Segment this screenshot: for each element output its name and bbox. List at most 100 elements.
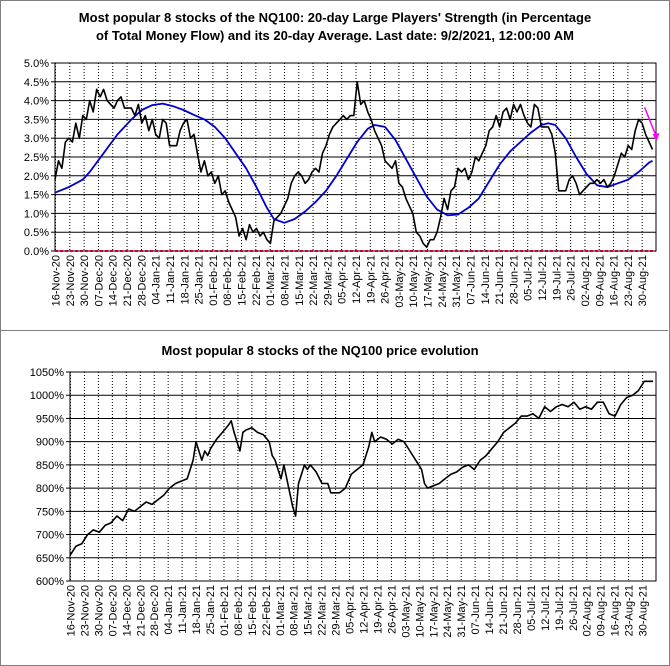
- bottom-x-tick-label: 03-May-21: [400, 585, 412, 638]
- bottom-x-tick-label: 12-Jul-21: [540, 585, 552, 631]
- top-x-tick-label: 21-Dec-20: [122, 255, 134, 306]
- top-x-tick-label: 01-Feb-21: [208, 255, 220, 306]
- top-x-tick-label: 19-Apr-21: [365, 255, 377, 304]
- top-x-tick-label: 16-Aug-21: [609, 255, 621, 306]
- bottom-x-tick-label: 07-Dec-20: [107, 585, 119, 636]
- bottom-x-tick-label: 21-Dec-20: [135, 585, 147, 636]
- top-x-tick-label: 23-Aug-21: [623, 255, 635, 306]
- top-x-tick-label: 08-Feb-21: [222, 255, 234, 306]
- bottom-x-tick-label: 15-Feb-21: [247, 585, 259, 636]
- top-x-tick-label: 05-Apr-21: [337, 255, 349, 304]
- top-x-tick-label: 15-Feb-21: [237, 255, 249, 306]
- top-x-tick-label: 09-Aug-21: [594, 255, 606, 306]
- bottom-y-tick-label: 700%: [36, 530, 64, 542]
- top-y-tick-label: 2.0%: [24, 171, 49, 183]
- bottom-x-tick-label: 11-Jan-21: [177, 585, 189, 634]
- bottom-x-tick-label: 28-Dec-20: [149, 585, 161, 636]
- bottom-x-tick-label: 17-May-21: [428, 585, 440, 638]
- top-y-tick-label: 0.0%: [24, 246, 49, 258]
- bottom-y-tick-label: 850%: [36, 460, 64, 472]
- strength-average-line: [54, 102, 653, 224]
- trend-arrow-shaft: [643, 107, 658, 138]
- bottom-x-tick-label: 15-Mar-21: [303, 585, 315, 636]
- bottom-x-tick-label: 25-Jan-21: [205, 585, 217, 635]
- top-x-tick-label: 24-May-21: [437, 255, 449, 308]
- bottom-x-tick-label: 01-Mar-21: [275, 585, 287, 636]
- top-x-tick-label: 29-Mar-21: [322, 255, 334, 306]
- top-y-tick-label: 4.5%: [24, 77, 49, 89]
- top-chart-strength: 16-Nov-20 23-Nov-20 30-Nov-20 07-Dec-20 14-D…: [24, 58, 660, 308]
- bottom-x-tick-label: 04-Jan-21: [163, 585, 175, 635]
- bottom-y-tick-label: 1050%: [30, 367, 64, 379]
- top-x-tick-label: 01-Mar-21: [265, 255, 277, 306]
- bottom-x-tick-label: 08-Mar-21: [289, 585, 301, 636]
- top-chart-title-line1: Most popular 8 stocks of the NQ100: 20-d…: [79, 10, 591, 25]
- top-x-tick-label: 07-Jun-21: [465, 255, 477, 305]
- top-y-tick-label: 3.5%: [24, 114, 49, 126]
- bottom-x-tick-label: 30-Aug-21: [638, 585, 650, 636]
- bottom-x-tick-label: 30-Nov-20: [93, 585, 105, 636]
- bottom-x-tick-label: 16-Nov-20: [66, 585, 78, 636]
- top-x-tick-label: 03-May-21: [394, 255, 406, 308]
- top-x-tick-label: 19-Jul-21: [551, 255, 563, 301]
- bottom-x-tick-label: 08-Feb-21: [233, 585, 245, 636]
- bottom-y-tick-label: 800%: [36, 483, 64, 495]
- top-x-tick-label: 30-Aug-21: [637, 255, 649, 306]
- top-x-tick-label: 12-Apr-21: [351, 255, 363, 304]
- top-x-tick-label: 14-Dec-20: [108, 255, 120, 306]
- top-x-tick-label: 02-Aug-21: [580, 255, 592, 306]
- bottom-x-tick-label: 28-Jun-21: [512, 585, 524, 635]
- bottom-x-tick-label: 26-Apr-21: [386, 585, 398, 634]
- bottom-y-tick-label: 900%: [36, 437, 64, 449]
- top-x-tick-label: 23-Nov-20: [65, 255, 77, 306]
- bottom-x-tick-label: 05-Jul-21: [526, 585, 538, 631]
- top-x-tick-label: 17-May-21: [423, 255, 435, 308]
- bottom-x-tick-label: 14-Dec-20: [121, 585, 133, 636]
- panel-divider: [0, 330, 668, 331]
- trend-arrow-head: [652, 133, 660, 142]
- price-line: [69, 380, 654, 556]
- top-y-tick-label: 1.0%: [24, 208, 49, 220]
- top-chart-title-line2: of Total Money Flow) and its 20-day Aver…: [96, 28, 574, 43]
- top-x-tick-label: 26-Apr-21: [380, 255, 392, 304]
- bottom-y-tick-label: 750%: [36, 506, 64, 518]
- bottom-x-tick-label: 26-Jul-21: [568, 585, 580, 631]
- bottom-x-tick-label: 22-Mar-21: [317, 585, 329, 636]
- top-x-tick-label: 16-Nov-20: [51, 255, 63, 306]
- bottom-x-tick-label: 19-Jul-21: [554, 585, 566, 631]
- strength-line: [54, 81, 654, 248]
- bottom-x-tick-label: 31-May-21: [456, 585, 468, 638]
- top-x-tick-label: 18-Jan-21: [179, 255, 191, 305]
- top-x-tick-label: 22-Mar-21: [308, 255, 320, 306]
- top-x-tick-label: 22-Feb-21: [251, 255, 263, 306]
- bottom-x-tick-label: 16-Aug-21: [610, 585, 622, 636]
- bottom-x-tick-label: 29-Mar-21: [331, 585, 343, 636]
- bottom-y-tick-label: 1000%: [30, 390, 64, 402]
- bottom-x-tick-label: 07-Jun-21: [470, 585, 482, 635]
- top-x-tick-label: 21-Jun-21: [494, 255, 506, 305]
- top-x-tick-label: 08-Mar-21: [279, 255, 291, 306]
- bottom-x-tick-label: 23-Nov-20: [79, 585, 91, 636]
- bottom-x-tick-label: 18-Jan-21: [191, 585, 203, 635]
- top-y-tick-label: 0.5%: [24, 227, 49, 239]
- bottom-y-tick-label: 650%: [36, 553, 64, 565]
- top-y-tick-label: 1.5%: [24, 190, 49, 202]
- top-x-tick-label: 25-Jan-21: [194, 255, 206, 305]
- bottom-x-tick-label: 12-Apr-21: [359, 585, 371, 634]
- top-x-tick-label: 26-Jul-21: [566, 255, 578, 301]
- bottom-x-tick-label: 24-May-21: [442, 585, 454, 638]
- top-x-tick-label: 28-Jun-21: [508, 255, 520, 305]
- bottom-x-tick-label: 10-May-21: [414, 585, 426, 638]
- top-x-tick-label: 07-Dec-20: [93, 255, 105, 306]
- bottom-x-tick-label: 19-Apr-21: [372, 585, 384, 634]
- top-x-tick-label: 11-Jan-21: [165, 255, 177, 304]
- top-x-tick-label: 04-Jan-21: [151, 255, 163, 305]
- top-y-tick-label: 3.0%: [24, 133, 49, 145]
- top-y-tick-label: 5.0%: [24, 58, 49, 70]
- bottom-x-tick-label: 21-Jun-21: [498, 585, 510, 635]
- top-x-tick-label: 14-Jun-21: [480, 255, 492, 305]
- bottom-chart-title: Most popular 8 stocks of the NQ100 price…: [161, 343, 478, 358]
- top-x-tick-label: 31-May-21: [451, 255, 463, 308]
- top-x-tick-label: 15-Mar-21: [294, 255, 306, 306]
